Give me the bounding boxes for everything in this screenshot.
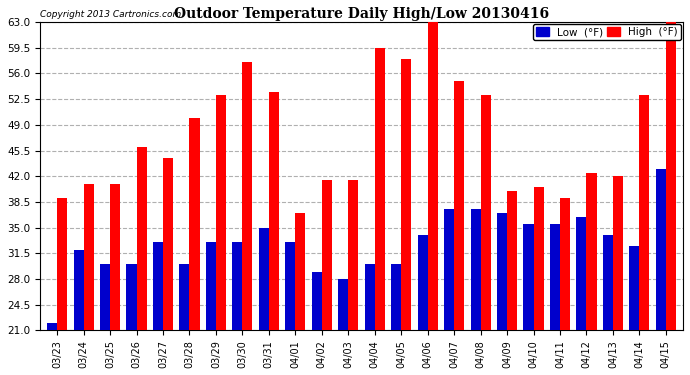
Bar [613,176,623,330]
Bar [74,250,83,330]
Bar [444,209,454,330]
Bar [428,22,437,330]
Bar [507,191,517,330]
Bar [216,96,226,330]
Bar [550,224,560,330]
Bar [295,213,306,330]
Bar [391,264,401,330]
Bar [110,183,120,330]
Bar [576,217,586,330]
Bar [481,96,491,330]
Bar [206,242,216,330]
Bar [533,187,544,330]
Bar [57,198,67,330]
Bar [312,272,322,330]
Text: Copyright 2013 Cartronics.com: Copyright 2013 Cartronics.com [40,10,181,19]
Bar [497,213,507,330]
Bar [603,235,613,330]
Bar [179,264,190,330]
Bar [471,209,481,330]
Bar [259,228,269,330]
Bar [47,323,57,330]
Bar [348,180,358,330]
Bar [83,183,94,330]
Bar [560,198,570,330]
Bar [100,264,110,330]
Bar [163,158,173,330]
Bar [153,242,163,330]
Bar [137,147,146,330]
Bar [338,279,348,330]
Bar [126,264,137,330]
Bar [666,22,676,330]
Title: Outdoor Temperature Daily High/Low 20130416: Outdoor Temperature Daily High/Low 20130… [174,7,549,21]
Bar [242,63,253,330]
Bar [417,235,428,330]
Legend: Low  (°F), High  (°F): Low (°F), High (°F) [533,24,681,40]
Bar [190,117,199,330]
Bar [629,246,640,330]
Bar [640,96,649,330]
Bar [454,81,464,330]
Bar [285,242,295,330]
Bar [401,59,411,330]
Bar [524,224,533,330]
Bar [322,180,332,330]
Bar [233,242,242,330]
Bar [586,172,597,330]
Bar [656,169,666,330]
Bar [364,264,375,330]
Bar [375,48,385,330]
Bar [269,92,279,330]
